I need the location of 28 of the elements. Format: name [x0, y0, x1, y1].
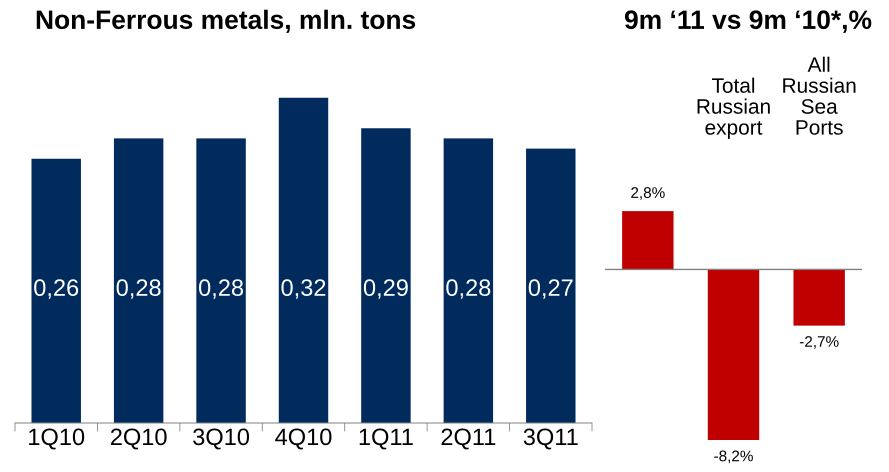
- x-tick-label: All Russian Sea Ports: [783, 56, 856, 135]
- chart-title: 9m ‘11 vs 9m ‘10*,%: [624, 10, 872, 33]
- data-label: 0,27: [528, 279, 573, 299]
- x-tick-label: 2Q10: [110, 428, 167, 450]
- x-tick-label: 1Q10: [29, 428, 84, 450]
- x-tick-label: 1Q11: [360, 428, 413, 450]
- x-tick-label: 3Q11: [524, 428, 578, 450]
- data-label: 0,28: [116, 279, 161, 299]
- bar: [114, 138, 164, 423]
- x-tick-label: 3Q10: [193, 428, 250, 450]
- bar: [31, 158, 81, 423]
- data-label: 0,32: [281, 279, 326, 299]
- bar: [526, 148, 576, 423]
- chart-title: Non-Ferrous metals, mln. tons: [36, 10, 416, 33]
- data-label: 0,26: [34, 279, 78, 299]
- bar: [361, 128, 411, 423]
- x-tick-label: Total Russian export: [698, 78, 770, 139]
- data-label: -2,7%: [800, 336, 839, 349]
- x-tick-label: 2Q11: [442, 428, 496, 450]
- x-tick-label: 4Q10: [275, 428, 332, 450]
- data-label: 0,29: [364, 279, 408, 299]
- bar: [444, 138, 494, 423]
- data-label: -8,2%: [714, 450, 753, 464]
- bar: [196, 138, 246, 423]
- data-label: 0,28: [199, 279, 244, 299]
- data-label: 0,28: [446, 279, 490, 299]
- data-label: 2,8%: [631, 187, 665, 200]
- bar: [278, 98, 328, 423]
